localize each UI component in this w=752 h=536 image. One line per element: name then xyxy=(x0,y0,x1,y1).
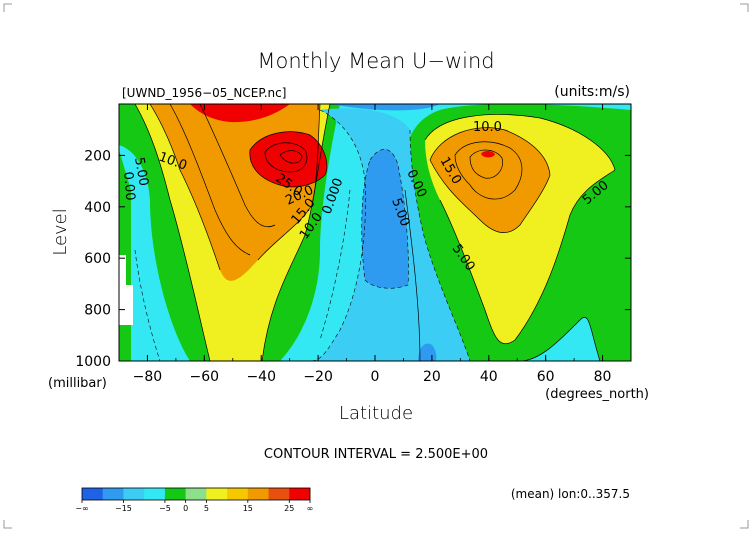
band-orange-north xyxy=(430,127,550,233)
y-tick-label: 1000 xyxy=(75,354,111,370)
contour-label: 0.00 xyxy=(120,171,137,201)
colorbar-swatch xyxy=(164,488,186,500)
file-label: [UWND_1956−05_NCEP.nc] xyxy=(122,86,286,100)
x-tick-label: 20 xyxy=(423,369,441,385)
x-axis-label: Latitude xyxy=(339,403,413,424)
colorbar-label: 15 xyxy=(243,504,253,513)
x-axis: −80 −60 −40 −20 0 20 40 60 80 xyxy=(118,104,632,385)
colorbar-swatch xyxy=(289,488,311,500)
x-tick-label: 80 xyxy=(594,369,612,385)
x-tick-label: 40 xyxy=(480,369,498,385)
contour-label: 5.00 xyxy=(131,156,151,187)
colorbar: −∞ −15 −5 0 5 15 25 ∞ xyxy=(75,487,314,513)
colorbar-swatch xyxy=(268,488,290,500)
band-blue-top xyxy=(330,104,440,111)
colorbar-label: −15 xyxy=(115,504,132,513)
colorbar-swatch xyxy=(227,488,249,500)
contour-lines xyxy=(134,104,616,361)
colorbar-label: 0 xyxy=(183,504,188,513)
x-tick-label: 60 xyxy=(537,369,555,385)
band-red-top xyxy=(190,104,290,123)
contour-field xyxy=(119,104,631,361)
x-tick-label: −40 xyxy=(246,369,276,385)
units-label: (units:m/s) xyxy=(554,84,630,100)
chart-title: Monthly Mean U−wind xyxy=(257,49,494,73)
footnote: (mean) lon:0..357.5 xyxy=(511,487,630,501)
contour-label: 10.0 xyxy=(473,120,502,135)
corner-marks xyxy=(3,3,749,529)
y-tick-label: 400 xyxy=(84,200,111,216)
colorbar-label: 5 xyxy=(204,504,209,513)
x-tick-label: −80 xyxy=(133,369,163,385)
x-tick-label: −20 xyxy=(303,369,333,385)
colorbar-swatch xyxy=(123,488,145,500)
colorbar-swatch xyxy=(102,488,124,500)
y-axis-label: Level xyxy=(50,208,71,256)
y-axis-unit: (millibar) xyxy=(48,376,107,391)
band-white-missing xyxy=(119,255,133,325)
colorbar-label: −5 xyxy=(159,504,171,513)
y-axis: 200 400 600 800 1000 xyxy=(75,148,631,370)
band-red-south-jet xyxy=(249,131,327,187)
colorbar-label: −∞ xyxy=(75,504,88,513)
y-tick-label: 800 xyxy=(84,303,111,319)
colorbar-label: 25 xyxy=(284,504,294,513)
colorbar-swatch xyxy=(144,488,166,500)
colorbar-swatch xyxy=(247,488,269,500)
x-tick-label: −60 xyxy=(190,369,220,385)
band-red-north-jet xyxy=(481,151,495,158)
x-axis-unit: (degrees_north) xyxy=(545,387,649,402)
y-tick-label: 600 xyxy=(84,251,111,267)
colorbar-swatch xyxy=(185,488,207,500)
colorbar-swatch xyxy=(82,488,104,500)
colorbar-label: ∞ xyxy=(307,504,314,513)
band-blue-easterly xyxy=(361,149,409,289)
contour-interval-label: CONTOUR INTERVAL = 2.500E+00 xyxy=(264,447,488,462)
y-tick-label: 200 xyxy=(84,148,111,164)
colorbar-swatch xyxy=(206,488,228,500)
contour-lines-dashed xyxy=(134,109,471,361)
x-tick-label: 0 xyxy=(371,369,380,385)
colorbar-frame xyxy=(81,487,311,501)
